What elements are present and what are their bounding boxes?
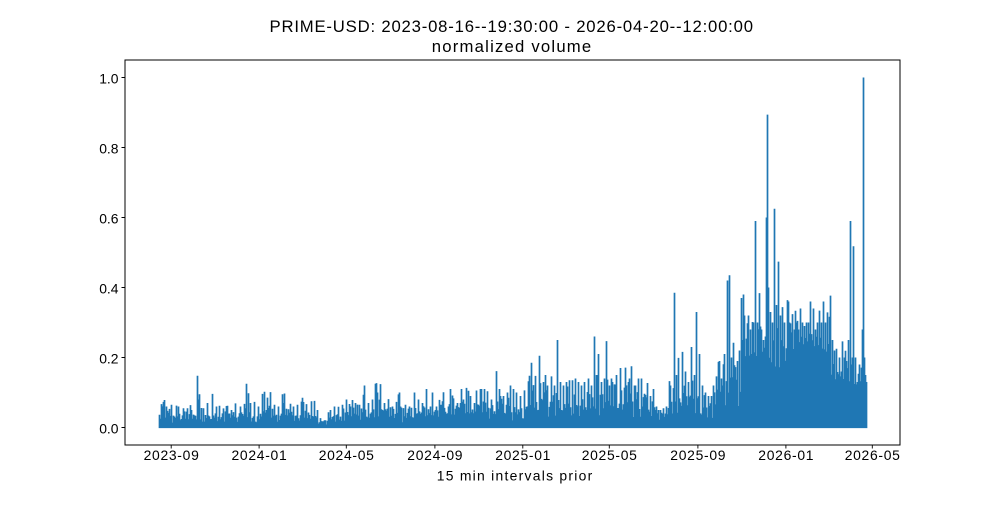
svg-text:2026-05: 2026-05 <box>845 447 900 463</box>
svg-text:0.6: 0.6 <box>99 211 119 227</box>
svg-text:1.0: 1.0 <box>99 71 119 87</box>
svg-text:2024-05: 2024-05 <box>319 447 374 463</box>
svg-text:0.4: 0.4 <box>99 281 119 297</box>
svg-text:2025-05: 2025-05 <box>582 447 637 463</box>
svg-text:normalized volume: normalized volume <box>432 37 591 56</box>
svg-text:0.2: 0.2 <box>99 351 119 367</box>
svg-text:0.0: 0.0 <box>99 421 119 437</box>
svg-text:PRIME-USD: 2023-08-16--19:30:0: PRIME-USD: 2023-08-16--19:30:00 - 2026-0… <box>270 17 754 36</box>
svg-text:2025-09: 2025-09 <box>670 447 725 463</box>
svg-text:2024-09: 2024-09 <box>407 447 462 463</box>
svg-text:15 min intervals prior: 15 min intervals prior <box>437 467 593 483</box>
svg-text:2026-01: 2026-01 <box>758 447 813 463</box>
svg-text:2025-01: 2025-01 <box>495 447 550 463</box>
svg-text:2024-01: 2024-01 <box>232 447 287 463</box>
svg-text:0.8: 0.8 <box>99 141 119 157</box>
svg-text:2023-09: 2023-09 <box>144 447 199 463</box>
